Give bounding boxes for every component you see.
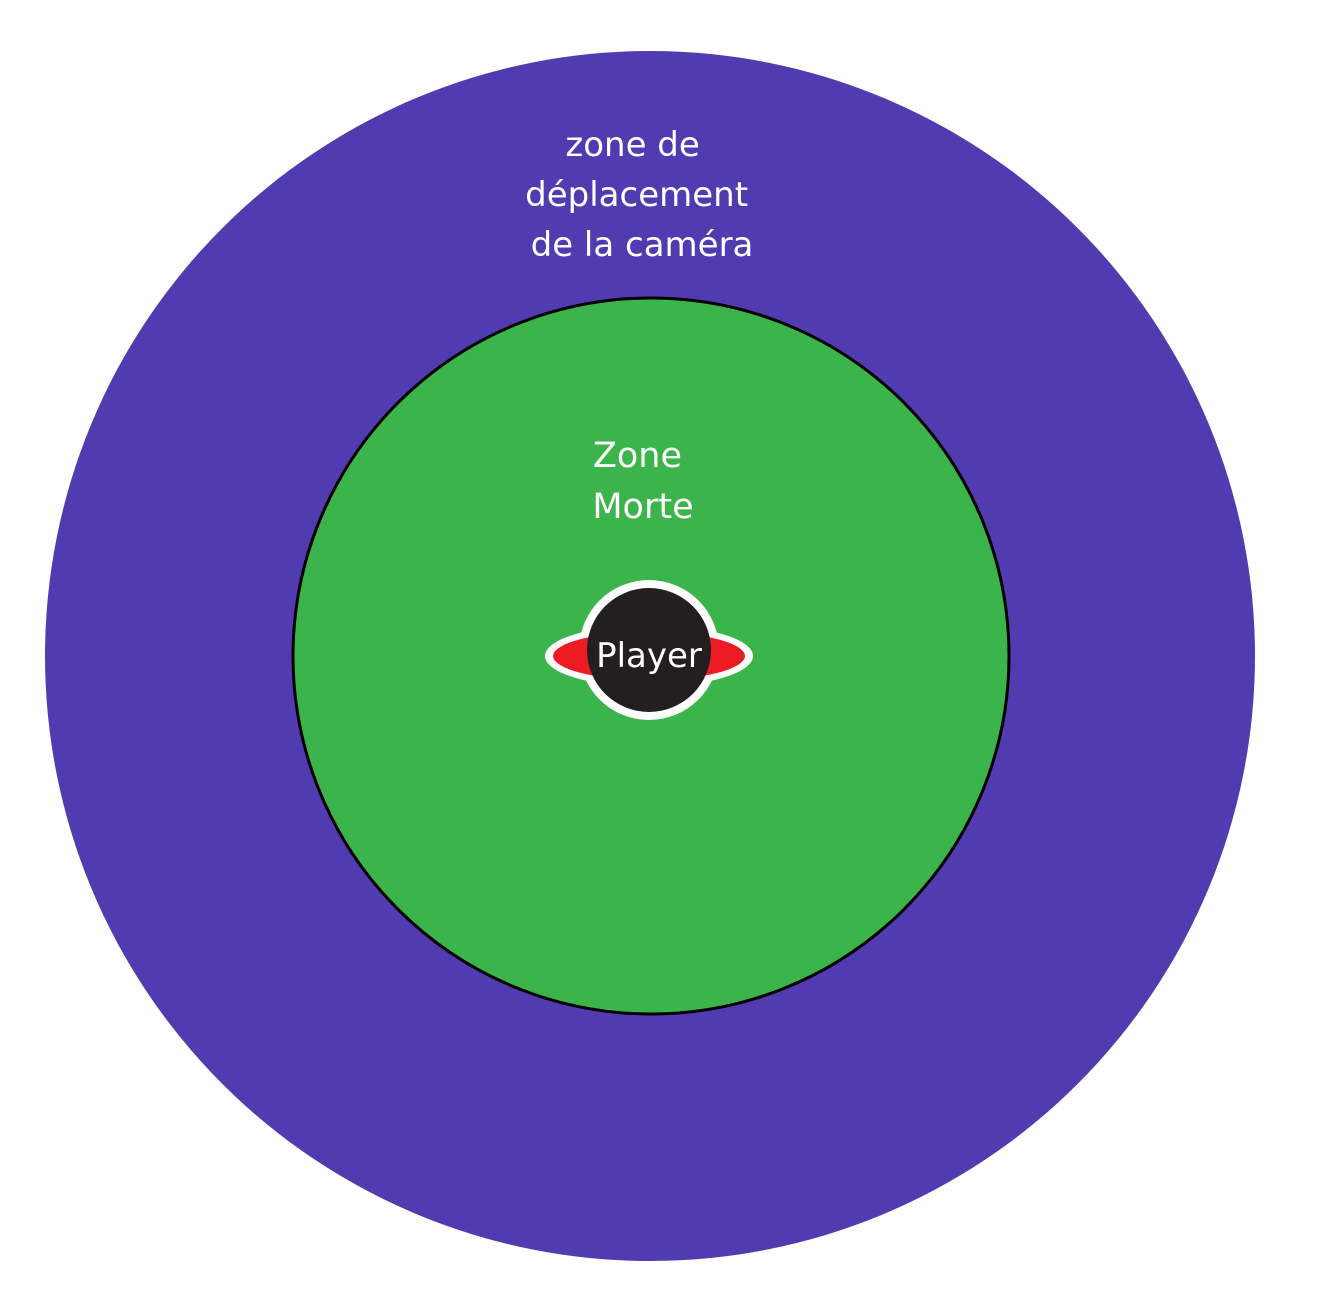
camera-movement-zone-label-line-3: de la caméra bbox=[531, 225, 754, 265]
player-body-icon bbox=[587, 588, 711, 712]
dead-zone-label-line-2: Morte bbox=[592, 487, 693, 527]
player-label: Player bbox=[596, 636, 702, 676]
camera-movement-zone-label-line-1: zone de bbox=[565, 125, 699, 165]
dead-zone-label: Zone Morte bbox=[592, 436, 693, 527]
camera-movement-zone-label: zone de déplacement de la caméra bbox=[525, 125, 759, 265]
camera-movement-zone-label-line-2: déplacement bbox=[525, 175, 748, 215]
player-marker: Player bbox=[545, 580, 753, 720]
dead-zone-label-line-1: Zone bbox=[593, 436, 682, 476]
